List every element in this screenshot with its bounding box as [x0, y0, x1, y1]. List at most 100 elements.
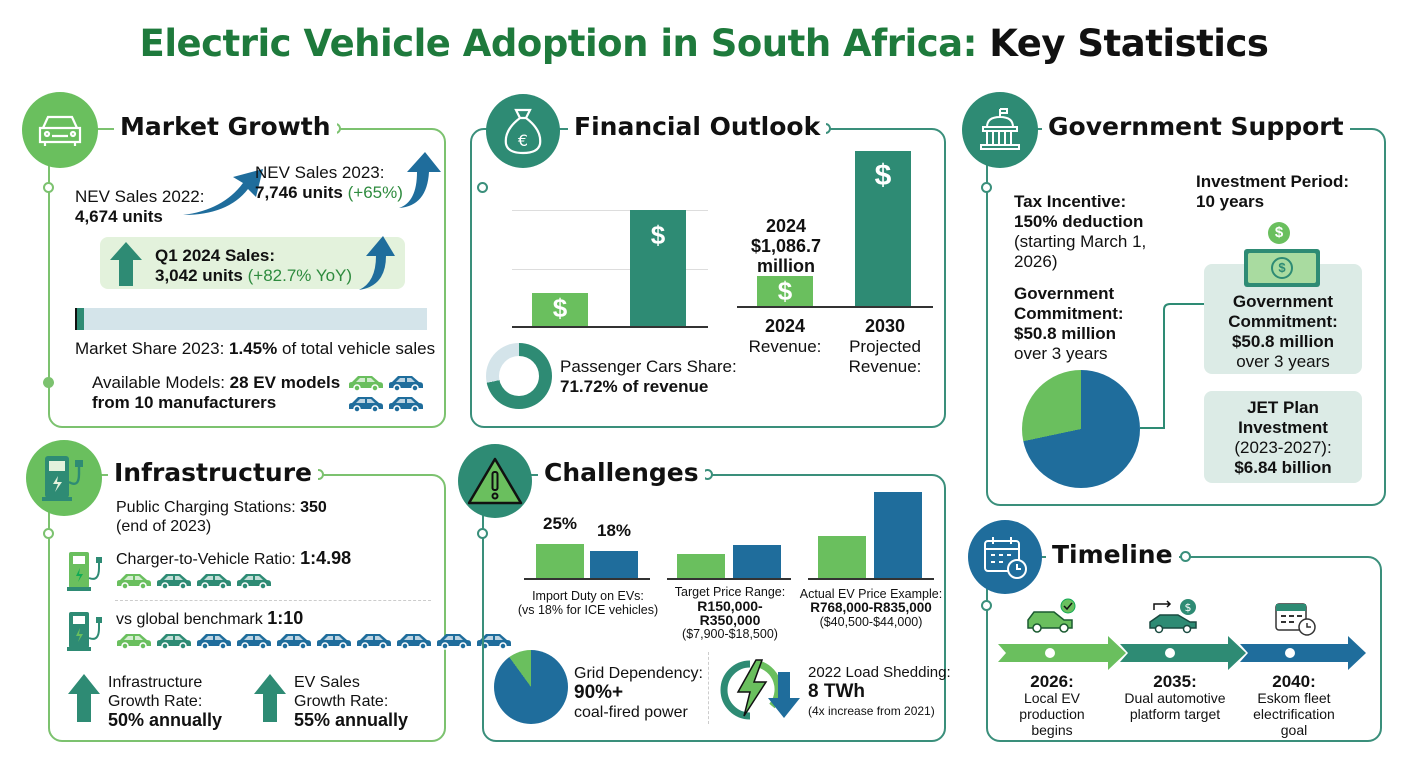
car-icon — [477, 634, 511, 650]
section-title: Financial Outlook — [568, 112, 827, 141]
government-pie — [1022, 370, 1140, 488]
car-icon — [157, 574, 191, 590]
car-icon — [349, 397, 383, 413]
connector-dot — [477, 528, 488, 539]
timeline-arrows — [998, 636, 1366, 670]
svg-text:$: $ — [1185, 601, 1192, 614]
charger-ratio: Charger-to-Vehicle Ratio: 1:4.98 — [116, 548, 352, 569]
car-icon — [397, 634, 431, 650]
q1-highlight — [100, 237, 405, 289]
bar-actual-high — [874, 492, 922, 578]
nev-2022: NEV Sales 2022: 4,674 units — [75, 187, 205, 226]
available-models: Available Models: 28 EV models from 10 ma… — [92, 373, 341, 412]
bar-target-high — [733, 545, 781, 578]
car-icon — [317, 634, 351, 650]
revenue-chart-left: $ $ — [512, 210, 708, 328]
page-title: Electric Vehicle Adoption in South Afric… — [139, 22, 1269, 65]
connector-dot — [1180, 551, 1191, 562]
government-commitment: Government Commitment: $50.8 million over … — [1014, 284, 1124, 363]
car-icon — [117, 574, 151, 590]
grid-dependency-pie — [494, 650, 568, 724]
investment-period: Investment Period: 10 years — [1196, 172, 1350, 211]
timeline-item-2026: 2026: Local EV production begins — [1019, 672, 1085, 738]
connector-dot — [43, 182, 54, 193]
car-icon — [277, 634, 311, 650]
charger-icon — [67, 612, 102, 651]
ratio-cars — [116, 572, 272, 590]
import-duty-label: Import Duty on EVs: (vs 18% for ICE vehic… — [517, 589, 659, 617]
jet-plan-box — [1204, 391, 1362, 483]
market-share: Market Share 2023: 1.45% of total vehicl… — [75, 339, 436, 358]
load-shedding: 2022 Load Shedding: 8 TWh (4x increase fro… — [808, 664, 951, 719]
car-icon — [22, 92, 98, 168]
charging-station-icon — [26, 440, 102, 516]
car-icon — [389, 397, 423, 413]
timeline-item-2035: 2035: Dual automotive platform target — [1124, 672, 1226, 722]
divider — [115, 600, 431, 601]
connector-dot — [981, 182, 992, 193]
warning-icon — [458, 444, 532, 518]
calendar-clock-icon — [1275, 603, 1316, 636]
actual-price-chart — [808, 490, 934, 580]
q1-2024-sales: Q1 2024 Sales: 3,042 units (+82.7% YoY) — [155, 246, 353, 285]
dollar-coin-icon: $ — [1268, 222, 1290, 244]
connector-line — [1140, 303, 1206, 429]
growth-arrow-icon — [183, 169, 263, 215]
charger-icon — [67, 552, 102, 591]
section-title: Government Support — [1042, 112, 1350, 141]
nev-2023: NEV Sales 2023: 7,746 units (+65%) — [255, 163, 403, 202]
car-icon — [349, 376, 383, 392]
up-arrow-icon — [254, 674, 286, 722]
government-building-icon — [962, 92, 1038, 168]
target-price-label: Target Price Range: R150,000-R350,000 ($7,… — [674, 585, 786, 641]
jet-plan-text: JET Plan Investment (2023-2027): $6.84 bil… — [1234, 398, 1332, 477]
car-icon — [237, 574, 271, 590]
x-label-2024: 2024 Revenue: — [748, 316, 822, 356]
commitment-box-text: Government Commitment: $50.8 million over … — [1228, 292, 1338, 371]
banknote-icon: $ — [1244, 249, 1320, 287]
public-charging-stations: Public Charging Stations: 350 (end of 202… — [116, 499, 327, 535]
passenger-share: Passenger Cars Share: 71.72% of revenue — [560, 357, 737, 396]
connector-dot — [981, 600, 992, 611]
bar-2024: $ — [532, 293, 588, 326]
car-icon — [357, 634, 391, 650]
power-down-icon — [720, 659, 800, 720]
section-title: Infrastructure — [108, 458, 318, 487]
car-grid — [348, 374, 428, 413]
bar-target-low — [677, 554, 725, 578]
bar-ice-duty — [590, 551, 638, 578]
calendar-clock-icon — [968, 520, 1042, 594]
section-title: Market Growth — [114, 112, 337, 141]
car-icon — [117, 634, 151, 650]
revenue-2024-label: 2024 $1,086.7 million — [750, 216, 822, 276]
revenue-chart-right: $ $ — [737, 150, 933, 308]
car-icon — [389, 376, 423, 392]
ev-sales-growth-rate: EV Sales Growth Rate: 55% annually — [294, 674, 409, 730]
car-check-icon — [1027, 598, 1076, 633]
bar-2024: $ — [757, 276, 813, 306]
growth-arrow-icon — [359, 236, 395, 290]
bar-actual-low — [818, 536, 866, 578]
svg-text:€: € — [518, 131, 528, 150]
bar-2030: $ — [855, 151, 911, 306]
car-icon — [237, 634, 271, 650]
tax-incentive: Tax Incentive: 150% deduction (starting Ma… — [1014, 192, 1147, 271]
car-icon — [437, 634, 471, 650]
connector-dot — [43, 528, 54, 539]
actual-price-label: Actual EV Price Example: R768,000-R835,00… — [799, 587, 943, 629]
panel-border — [477, 474, 946, 742]
up-arrow-icon — [110, 242, 142, 286]
section-title: Challenges — [538, 458, 705, 487]
global-benchmark: vs global benchmark 1:10 — [116, 608, 304, 629]
growth-arrow-icon — [399, 152, 441, 208]
passenger-share-donut — [486, 343, 552, 409]
connector-dot — [477, 182, 488, 193]
up-arrow-icon — [68, 674, 100, 722]
section-title: Timeline — [1046, 540, 1179, 569]
connector-dot — [43, 377, 54, 388]
car-icon — [157, 634, 191, 650]
data-label: 18% — [596, 521, 632, 540]
bar-ev-duty — [536, 544, 584, 578]
grid-dependency: Grid Dependency: 90%+ coal-fired power — [574, 665, 703, 721]
timeline-item-2040: 2040: Eskom fleet electrification goal — [1253, 672, 1335, 738]
